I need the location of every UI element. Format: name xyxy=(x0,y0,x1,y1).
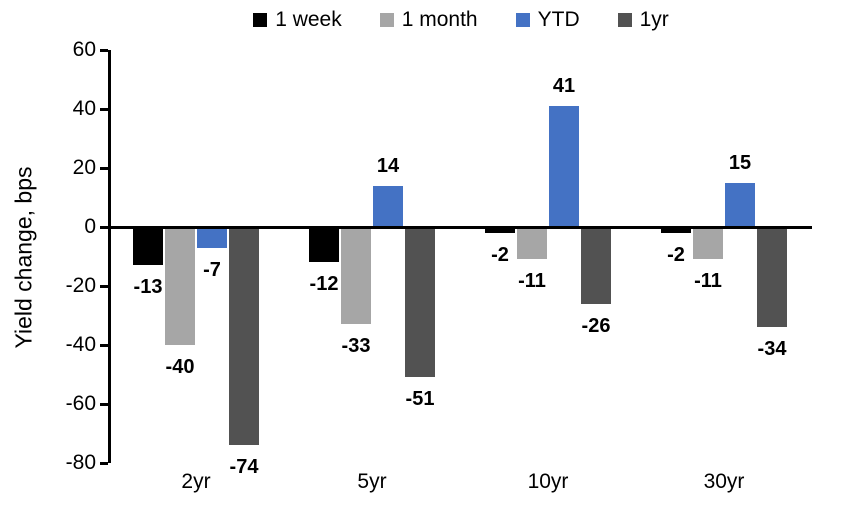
bar-10yr-1-week xyxy=(485,227,515,233)
bar-30yr-1yr xyxy=(757,227,787,328)
legend-item: 1 week xyxy=(253,8,342,32)
y-tick-label: -60 xyxy=(65,392,96,415)
y-tick-mark xyxy=(100,402,108,406)
x-category-label: 10yr xyxy=(527,470,569,493)
bar-5yr-1-month xyxy=(341,227,371,325)
legend-label: 1 week xyxy=(275,8,342,31)
y-axis-line xyxy=(108,50,111,463)
bar-label: -40 xyxy=(165,356,195,378)
y-axis-title: Yield change, bps xyxy=(10,166,37,349)
bar-label: 14 xyxy=(376,154,400,177)
y-tick-label: -40 xyxy=(65,333,96,356)
legend-label: YTD xyxy=(537,8,580,31)
bar-10yr-1yr xyxy=(581,227,611,304)
bar-10yr-ytd xyxy=(549,106,579,227)
y-tick-label: -80 xyxy=(65,451,96,474)
bar-30yr-ytd xyxy=(725,182,755,227)
legend-label: 1yr xyxy=(639,8,669,31)
y-tick-mark xyxy=(100,284,108,288)
y-tick-mark xyxy=(100,461,108,465)
bar-label: -7 xyxy=(203,258,221,281)
y-tick-label: 40 xyxy=(72,97,96,120)
bar-30yr-1-week xyxy=(661,227,691,233)
bar-label: -2 xyxy=(491,243,509,266)
bar-5yr-1-week xyxy=(309,227,339,263)
legend-item: 1 month xyxy=(379,8,478,32)
y-tick-mark xyxy=(100,107,108,111)
bar-2yr-1-week xyxy=(133,227,163,266)
bar-label: 41 xyxy=(552,75,576,98)
bar-label: -11 xyxy=(518,270,546,293)
legend-item: YTD xyxy=(515,8,580,32)
y-tick-mark xyxy=(100,166,108,170)
bar-label: -2 xyxy=(667,243,685,266)
bar-label: -34 xyxy=(757,338,787,361)
bar-label: -11 xyxy=(694,270,722,293)
bar-5yr-1yr xyxy=(405,227,435,378)
bar-label: -74 xyxy=(229,456,259,479)
bar-30yr-1-month xyxy=(693,227,723,260)
bar-2yr-ytd xyxy=(197,227,227,248)
bar-label: -26 xyxy=(581,314,611,337)
legend-label: 1 month xyxy=(401,8,478,31)
legend-swatch-1yr xyxy=(617,13,632,27)
bar-label: -13 xyxy=(133,276,163,299)
bar-label: -51 xyxy=(405,388,435,411)
y-tick-label: 60 xyxy=(72,38,96,61)
x-category-label: 2yr xyxy=(181,470,211,493)
y-tick-mark xyxy=(100,343,108,347)
bar-2yr-1-month xyxy=(165,227,195,345)
y-tick-label: 20 xyxy=(72,156,96,179)
bar-label: -33 xyxy=(341,335,371,358)
bar-label: 15 xyxy=(728,151,752,174)
chart-legend: 1 week 1 month YTD 1yr xyxy=(110,8,812,32)
bar-10yr-1-month xyxy=(517,227,547,260)
bar-5yr-ytd xyxy=(373,185,403,227)
y-tick-label: 0 xyxy=(84,215,96,238)
legend-swatch-ytd xyxy=(515,13,530,27)
bar-label: -12 xyxy=(309,273,339,296)
legend-swatch-1-week xyxy=(253,13,268,27)
y-tick-mark xyxy=(100,48,108,52)
x-category-label: 30yr xyxy=(703,470,745,493)
y-tick-mark xyxy=(100,225,108,229)
legend-swatch-1-month xyxy=(379,13,394,27)
x-category-label: 5yr xyxy=(357,470,387,493)
legend-item: 1yr xyxy=(617,8,669,32)
y-tick-label: -20 xyxy=(65,274,96,297)
bar-2yr-1yr xyxy=(229,227,259,446)
x-axis-zero-line xyxy=(108,225,812,229)
